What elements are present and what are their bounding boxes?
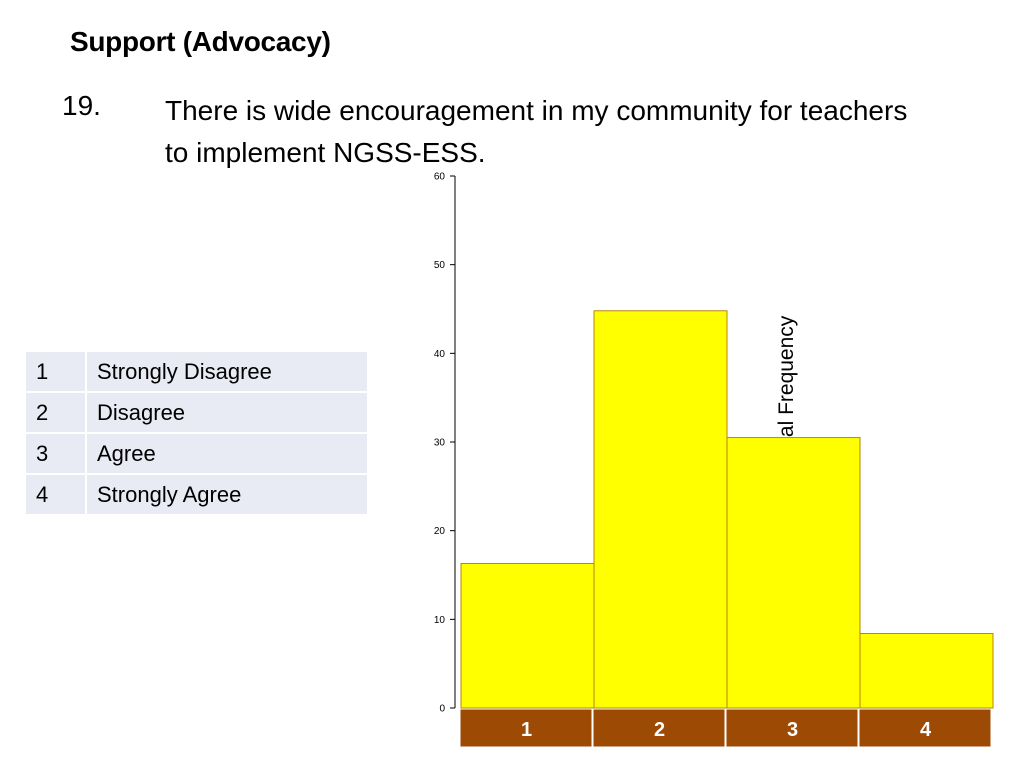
category-band-cell xyxy=(459,708,593,748)
response-scale-table: 1 Strongly Disagree 2 Disagree 3 Agree 4… xyxy=(26,350,367,516)
scale-label: Agree xyxy=(87,434,367,473)
y-tick-label: 40 xyxy=(434,349,446,360)
plot-area: 0 10 20 30 40 50 60 1 2 3 4 xyxy=(434,172,994,748)
scale-code: 3 xyxy=(26,434,87,473)
scale-code: 2 xyxy=(26,393,87,432)
question-number: 19. xyxy=(62,90,101,121)
histogram-bar xyxy=(726,437,861,709)
scale-label: Strongly Disagree xyxy=(87,352,367,391)
scale-row: 2 Disagree xyxy=(26,393,367,432)
category-label: 3 xyxy=(787,719,798,741)
y-tick-label: 60 xyxy=(434,172,446,183)
histogram-bar xyxy=(460,562,595,709)
scale-row: 4 Strongly Agree xyxy=(26,475,367,514)
histogram-chart: Percent of Total Frequency 0102030405060… xyxy=(434,172,994,748)
category-band-cell xyxy=(592,708,726,748)
category-band-cell xyxy=(725,708,859,748)
histogram-bar xyxy=(859,633,994,709)
scale-label: Strongly Agree xyxy=(87,475,367,514)
category-band-cell xyxy=(858,708,992,748)
y-tick-label: 50 xyxy=(434,260,446,271)
scale-code: 1 xyxy=(26,352,87,391)
histogram-bar xyxy=(593,310,728,709)
y-tick-label: 20 xyxy=(434,526,446,537)
category-label: 4 xyxy=(920,719,932,741)
y-tick-label: 10 xyxy=(434,615,446,626)
slide-heading: Support (Advocacy) xyxy=(70,26,331,57)
y-tick-label: 0 xyxy=(439,704,445,715)
y-tick-label: 30 xyxy=(434,438,446,449)
scale-code: 4 xyxy=(26,475,87,514)
scale-row: 3 Agree xyxy=(26,434,367,473)
scale-label: Disagree xyxy=(87,393,367,432)
question-text: There is wide encouragement in my commun… xyxy=(165,95,908,168)
category-label: 1 xyxy=(521,719,532,741)
category-label: 2 xyxy=(654,719,665,741)
scale-row: 1 Strongly Disagree xyxy=(26,352,367,391)
